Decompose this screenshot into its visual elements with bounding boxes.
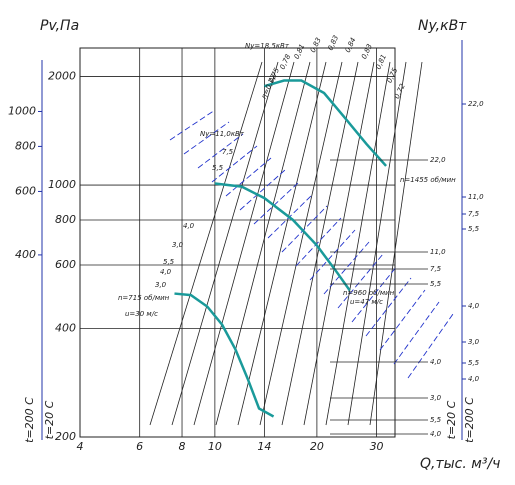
power-line xyxy=(407,313,454,379)
inner-right-label: 5,5 xyxy=(430,416,442,424)
efficiency-label: 0,84 xyxy=(344,36,358,54)
power-line xyxy=(239,169,286,211)
outer-right-label: 3,0 xyxy=(468,338,480,346)
power-line xyxy=(169,109,216,141)
outer-right-label: 5,5 xyxy=(468,359,480,367)
outer-right-label: 4,0 xyxy=(468,302,480,310)
y2-tick-label: 400 xyxy=(15,248,36,261)
power-label: Ny=18,5кВт xyxy=(245,42,290,50)
series-label: n=960 об/мин xyxy=(343,289,395,297)
power-line xyxy=(309,229,356,281)
y-tick-label: 2000 xyxy=(48,70,76,83)
y2-tick-label: 600 xyxy=(15,184,36,197)
efficiency-line xyxy=(149,61,263,426)
power-line xyxy=(267,193,314,239)
power-label: 7,5 xyxy=(222,148,234,156)
efficiency-line xyxy=(215,61,311,426)
y2-tick-label: 1000 xyxy=(8,104,36,117)
y-title: Pv,Па xyxy=(40,18,79,34)
temp-label: t=200 C xyxy=(463,397,476,443)
power-line xyxy=(393,301,440,365)
power-label: 3,0 xyxy=(172,241,184,249)
inner-right-label: 5,5 xyxy=(430,280,442,288)
y-tick-label: 1000 xyxy=(48,178,76,191)
x-tick-label: 20 xyxy=(310,440,324,453)
power-label: 3,0 xyxy=(155,281,167,289)
x-tick-label: 14 xyxy=(257,440,271,453)
speed-note: u=30 м/с xyxy=(125,310,158,318)
series-label: n=715 об/мин xyxy=(118,294,170,302)
x-tick-label: 10 xyxy=(208,440,222,453)
power-line xyxy=(253,181,300,225)
x-tick-label: 30 xyxy=(370,440,384,453)
x-tick-label: 6 xyxy=(136,440,143,453)
series-label: n=1455 об/мин xyxy=(400,176,456,184)
efficiency-label: 0,81 xyxy=(293,43,307,61)
power-label: 5,5 xyxy=(163,258,175,266)
y2-title: Ny,кВт xyxy=(418,18,467,34)
x-tick-label: 4 xyxy=(77,440,84,453)
efficiency-line xyxy=(303,61,375,426)
inner-right-label: 3,0 xyxy=(430,394,442,402)
y-tick-label: 400 xyxy=(55,321,76,334)
power-line xyxy=(365,277,412,337)
plot-frame xyxy=(79,47,396,438)
power-line xyxy=(225,157,272,197)
power-line xyxy=(337,253,384,309)
power-line xyxy=(351,265,398,323)
power-line xyxy=(323,241,370,295)
power-line xyxy=(295,217,342,267)
y-tick-label: 800 xyxy=(55,213,76,226)
outer-right-label: 4,0 xyxy=(468,375,480,383)
inner-right-label: 22,0 xyxy=(430,156,446,164)
efficiency-line xyxy=(369,61,423,426)
outer-right-label: 5,5 xyxy=(468,225,480,233)
efficiency-line xyxy=(347,61,407,426)
efficiency-line xyxy=(171,61,279,426)
efficiency-line xyxy=(325,61,391,426)
y-tick-label: 600 xyxy=(55,258,76,271)
efficiency-label: 0,83 xyxy=(326,34,340,52)
outer-right-label: 11,0 xyxy=(468,193,484,201)
temp-label: t=20 C xyxy=(43,400,56,439)
efficiency-line xyxy=(237,61,327,426)
efficiency-label: 0,83 xyxy=(309,36,323,54)
power-line xyxy=(183,121,230,155)
efficiency-label: 0,78 xyxy=(278,53,292,71)
curve xyxy=(174,292,275,418)
y-tick-label: 200 xyxy=(55,430,76,443)
y2-tick-label: 800 xyxy=(15,139,36,152)
power-line xyxy=(197,133,244,169)
efficiency-label: 0,75 xyxy=(385,66,399,84)
power-label: 5,5 xyxy=(212,164,224,172)
inner-right-label: 4,0 xyxy=(430,358,442,366)
inner-right-label: 4,0 xyxy=(430,430,442,438)
temp-label: t=20 C xyxy=(445,400,458,439)
temp-label: t=200 C xyxy=(23,397,36,443)
efficiency-line xyxy=(281,61,359,426)
efficiency-label: 0,83 xyxy=(360,43,374,61)
power-line xyxy=(211,145,258,183)
outer-right-label: 22,0 xyxy=(468,100,484,108)
speed-note: u=47 м/с xyxy=(350,298,383,306)
efficiency-line xyxy=(193,61,295,426)
curve xyxy=(264,79,388,167)
power-label: 4,0 xyxy=(183,222,195,230)
x-title: Q,тыс. м³/ч xyxy=(420,456,500,472)
outer-right-label: 7,5 xyxy=(468,210,480,218)
efficiency-line xyxy=(259,61,343,426)
power-line xyxy=(281,205,328,253)
inner-right-label: 7,5 xyxy=(430,265,442,273)
x-tick-label: 8 xyxy=(179,440,186,453)
power-label: Ny=11,0кВт xyxy=(200,130,245,138)
power-label: 4,0 xyxy=(160,268,172,276)
curve xyxy=(214,182,351,292)
power-line xyxy=(379,289,426,351)
inner-right-label: 11,0 xyxy=(430,248,446,256)
